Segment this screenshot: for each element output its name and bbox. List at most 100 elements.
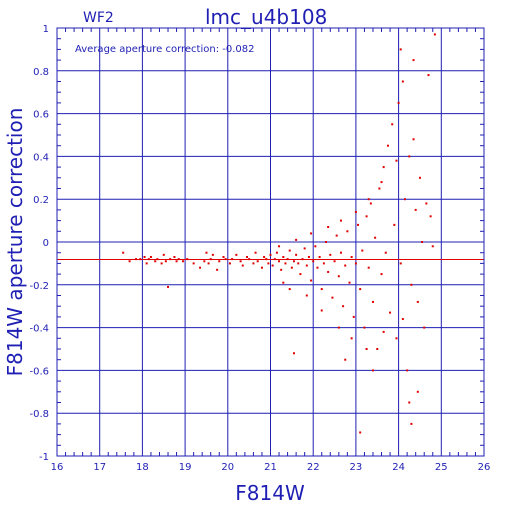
data-point (427, 74, 430, 77)
data-point (339, 219, 342, 222)
data-point (397, 101, 400, 104)
data-point (393, 223, 396, 226)
data-point (316, 266, 319, 269)
data-point (271, 264, 274, 267)
data-point (322, 262, 325, 265)
annotation: Average aperture correction: -0.082 (75, 44, 255, 55)
data-point (350, 255, 353, 258)
x-tick-label: 20 (221, 462, 234, 473)
data-point (399, 48, 402, 51)
x-tick-label: 26 (478, 462, 491, 473)
data-point (371, 300, 374, 303)
data-point (248, 258, 251, 261)
y-tick-label: 0 (43, 238, 49, 249)
data-point (382, 166, 385, 169)
data-point (207, 262, 210, 265)
data-point (344, 358, 347, 361)
tick-labels: 16 17 18 19 20 21 22 23 24 25 26 -1 -0.8 -0.6 -0.4 -0.2… (29, 24, 490, 473)
data-point (303, 247, 306, 250)
x-tick-label: 18 (136, 462, 149, 473)
data-point (169, 258, 172, 261)
data-point (305, 264, 308, 267)
data-point (231, 258, 234, 261)
data-point (410, 422, 413, 425)
data-point (320, 309, 323, 312)
data-point (354, 211, 357, 214)
data-point (288, 249, 291, 252)
data-point (380, 273, 383, 276)
data-point (175, 260, 178, 263)
data-point (273, 258, 276, 261)
data-point (327, 226, 330, 229)
data-point (367, 198, 370, 201)
data-point (239, 260, 242, 263)
data-point (327, 270, 330, 273)
data-point (282, 281, 285, 284)
data-point (357, 223, 360, 226)
data-point (310, 279, 313, 282)
x-tick-label: 22 (307, 462, 320, 473)
data-point (376, 348, 379, 350)
data-point (346, 230, 349, 233)
data-point (382, 330, 385, 333)
y-tick-label: -0.6 (29, 366, 49, 377)
data-point (423, 326, 426, 329)
data-point (320, 288, 323, 291)
data-point (222, 255, 225, 258)
data-point (333, 260, 336, 263)
data-point (359, 288, 362, 291)
y-tick-label: -0.4 (29, 324, 49, 335)
panel-label: WF2 (83, 10, 114, 26)
data-point (241, 264, 244, 267)
data-point (399, 262, 402, 265)
data-point (352, 315, 355, 318)
data-point (164, 260, 167, 263)
y-tick-label: -1 (39, 452, 49, 463)
data-point (122, 251, 125, 254)
data-point (314, 245, 317, 248)
data-point (367, 266, 370, 269)
data-point (209, 258, 212, 261)
data-point (260, 266, 263, 269)
y-tick-label: 0.4 (33, 152, 49, 163)
x-tick-label: 23 (350, 462, 363, 473)
y-tick-label: -0.8 (29, 409, 49, 420)
data-point (414, 208, 417, 211)
x-tick-label: 17 (93, 462, 106, 473)
data-point (339, 251, 342, 254)
data-point (384, 251, 387, 254)
data-point (305, 294, 308, 297)
data-point (265, 258, 268, 261)
data-point (278, 245, 281, 248)
plot-frame (56, 27, 485, 457)
data-point (235, 253, 238, 256)
data-point (160, 262, 163, 265)
data-point (286, 258, 289, 261)
data-point (218, 260, 221, 263)
data-point (408, 155, 411, 158)
data-point (344, 264, 347, 267)
data-point (301, 258, 304, 261)
chart-title: lmc_u4b108 (205, 5, 327, 29)
data-point (256, 260, 259, 263)
data-point (167, 285, 170, 288)
data-point (325, 241, 328, 243)
data-point (199, 266, 202, 269)
data-point (156, 258, 159, 261)
data-point (421, 241, 424, 243)
data-point (416, 300, 419, 303)
data-point (246, 255, 249, 258)
data-point (203, 260, 206, 263)
data-point (275, 251, 278, 254)
data-point (363, 326, 366, 329)
data-point (177, 258, 180, 261)
data-point (192, 262, 195, 265)
data-point (307, 255, 310, 258)
data-point (429, 215, 432, 218)
data-point (389, 311, 392, 314)
data-point (337, 275, 340, 278)
data-point (406, 369, 409, 372)
data-point (216, 268, 219, 271)
data-point (288, 288, 291, 291)
